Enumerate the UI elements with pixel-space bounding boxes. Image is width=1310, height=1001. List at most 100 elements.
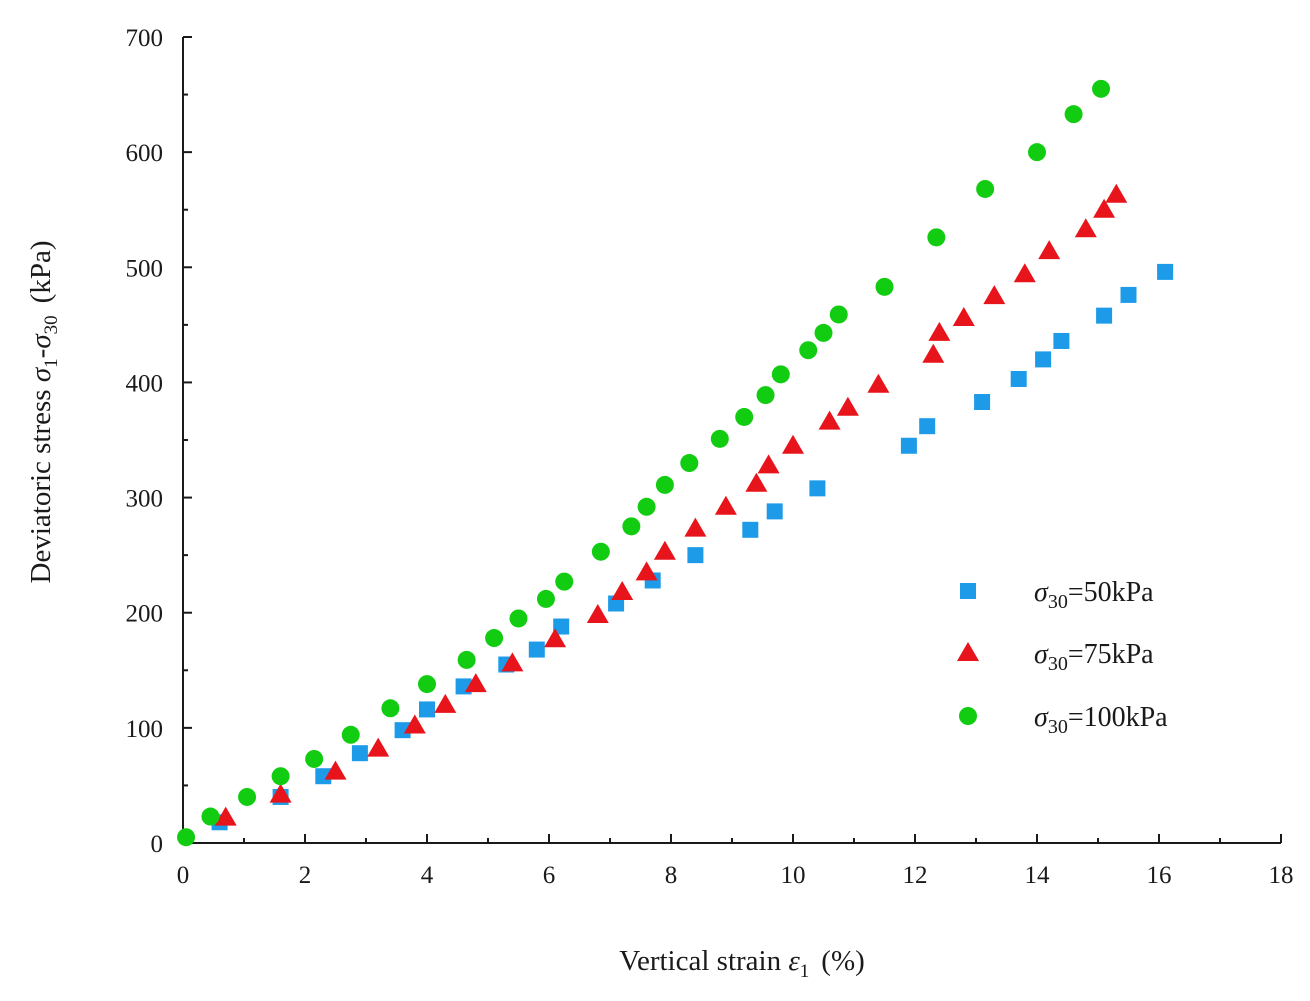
data-point-circle [536,589,555,608]
data-point-triangle [836,396,859,416]
series-square [211,263,1174,831]
data-point-circle [238,787,257,806]
data-point-circle [1092,79,1111,98]
data-point-triangle [1074,218,1097,238]
legend-item: σ30=75kPa [957,639,1154,675]
y-tick-label: 300 [126,486,164,513]
x-tick-label: 16 [1147,862,1172,889]
data-point-circle [305,749,324,768]
data-point-circle [485,629,504,648]
data-point-square [553,618,570,635]
data-point-triangle [367,737,390,757]
data-point-triangle [1013,263,1036,283]
data-point-circle [509,609,528,628]
data-point-triangle [782,434,804,454]
series-circle [177,79,1111,847]
data-point-circle [637,497,656,516]
data-point-triangle [1038,240,1061,260]
data-point-triangle [611,580,634,600]
x-tick-label: 12 [903,862,928,889]
legend: σ30=50kPa σ30=75kPa σ30=100kPa [957,577,1168,738]
data-point-circle [1064,105,1083,124]
data-point-triangle [1093,198,1116,218]
data-point-triangle [922,343,945,363]
data-point-circle [710,429,729,448]
data-point-circle [655,475,674,494]
data-points [177,79,1174,847]
data-point-circle [555,572,574,591]
series-triangle [214,183,1128,826]
data-point-circle [591,542,610,561]
y-tick-label: 200 [126,601,164,628]
data-point-triangle [952,306,975,326]
data-point-triangle [324,760,347,780]
data-point-square [351,745,368,762]
data-point-circle [829,305,848,324]
data-point-circle [680,454,699,473]
data-point-triangle [403,714,426,734]
data-point-square [900,437,917,454]
data-point-triangle [684,517,707,537]
data-point-triangle [745,472,768,492]
data-point-square [1096,307,1113,324]
legend-marker-circle [959,707,977,725]
data-point-triangle [757,454,780,474]
y-axis-ticks: 0 100 200 300 400 500 600 700 [126,25,192,858]
data-point-square [528,641,545,658]
data-point-circle [457,650,476,669]
data-point-circle [875,277,894,296]
legend-item: σ30=50kPa [960,577,1154,613]
data-point-square [1035,351,1052,368]
data-point-triangle [818,410,841,430]
data-point-circle [771,365,790,384]
data-point-square [394,722,411,739]
data-point-triangle [653,540,676,560]
data-point-triangle [544,628,567,648]
data-point-square [919,418,936,435]
y-tick-label: 400 [126,370,164,397]
data-point-square [687,547,704,564]
data-point-triangle [867,373,890,393]
data-point-circle [201,807,220,826]
data-point-square [419,701,435,718]
data-point-circle [799,341,818,360]
data-point-triangle [983,285,1006,305]
y-axis-title: Deviatoric stress σ1-σ30(kPa) [25,241,62,584]
legend-item: σ30=100kPa [959,702,1168,738]
data-point-triangle [214,806,237,826]
data-point-square [809,480,826,497]
data-point-square [1157,263,1174,280]
data-point-square [1120,286,1137,303]
data-point-triangle [434,693,457,713]
x-tick-label: 8 [665,862,678,889]
data-point-circle [622,517,641,536]
x-tick-label: 4 [421,862,434,889]
data-point-square [1053,332,1070,349]
legend-marker-triangle [957,642,979,661]
x-tick-label: 10 [781,862,806,889]
legend-label: σ30=100kPa [1034,702,1168,738]
legend-label: σ30=50kPa [1034,577,1154,613]
data-point-circle [418,675,436,694]
data-point-circle [177,828,196,847]
data-point-circle [814,323,833,342]
data-point-circle [927,228,946,247]
legend-marker-square [960,583,976,599]
y-tick-label: 500 [126,255,164,282]
data-point-circle [381,699,400,718]
data-point-circle [271,767,290,786]
y-tick-label: 600 [126,140,164,167]
data-point-triangle [928,321,951,341]
data-point-square [742,521,759,538]
data-point-circle [756,386,775,405]
data-point-triangle [635,561,658,581]
data-point-circle [976,179,995,198]
data-point-square [766,503,783,520]
data-point-triangle [464,673,487,693]
y-tick-label: 100 [126,716,164,743]
data-point-circle [341,725,360,744]
data-point-triangle [501,652,524,672]
data-point-triangle [714,495,737,515]
x-axis-title: Vertical strain ε1 (%) [619,945,865,982]
